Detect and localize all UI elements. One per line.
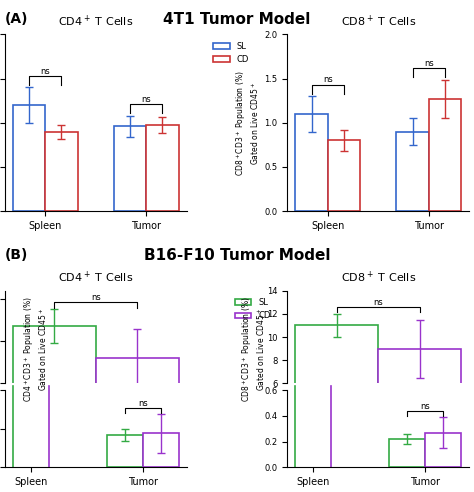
Title: CD8$^+$ T Cells: CD8$^+$ T Cells [340, 14, 416, 29]
Bar [143, 433, 179, 467]
Legend: SL, CD: SL, CD [231, 295, 274, 324]
Bar [396, 132, 428, 211]
Bar [96, 358, 179, 467]
Text: CD8$^+$CD3$^+$ Population (%)
Gated on Live CD45$^+$: CD8$^+$CD3$^+$ Population (%) Gated on L… [240, 297, 267, 402]
Text: (A): (A) [5, 12, 28, 26]
Text: ns: ns [424, 59, 434, 67]
Bar [114, 126, 146, 211]
Bar [295, 325, 378, 453]
Y-axis label: CD8$^+$CD3$^+$ Population (%)
Gated on Live CD45$^+$: CD8$^+$CD3$^+$ Population (%) Gated on L… [234, 70, 262, 176]
Bar [425, 432, 461, 467]
Bar [46, 132, 78, 211]
Legend: SL, CD: SL, CD [210, 38, 252, 67]
Text: ns: ns [91, 293, 100, 302]
Bar [428, 99, 461, 211]
Bar [146, 125, 179, 211]
Title: CD4$^+$ T Cells: CD4$^+$ T Cells [58, 14, 134, 29]
Text: ns: ns [138, 399, 148, 408]
Text: ns: ns [323, 75, 333, 84]
Text: ns: ns [40, 66, 50, 76]
Bar [107, 435, 143, 467]
Text: 4T1 Tumor Model: 4T1 Tumor Model [164, 12, 310, 27]
Text: ns: ns [141, 95, 151, 104]
Title: CD4$^+$ T Cells: CD4$^+$ T Cells [58, 270, 134, 285]
Text: B16-F10 Tumor Model: B16-F10 Tumor Model [144, 248, 330, 263]
Bar [13, 326, 96, 467]
Bar [295, 114, 328, 211]
Bar [328, 141, 360, 211]
Text: CD4$^+$CD3$^+$ Population (%)
Gated on Live CD45$^+$: CD4$^+$CD3$^+$ Population (%) Gated on L… [22, 297, 49, 402]
Text: ns: ns [374, 298, 383, 307]
Bar [378, 349, 461, 453]
Bar [13, 105, 46, 211]
Title: CD8$^+$ T Cells: CD8$^+$ T Cells [340, 270, 416, 285]
Text: ns: ns [420, 401, 430, 410]
Text: (B): (B) [5, 248, 28, 262]
Bar [389, 439, 425, 467]
